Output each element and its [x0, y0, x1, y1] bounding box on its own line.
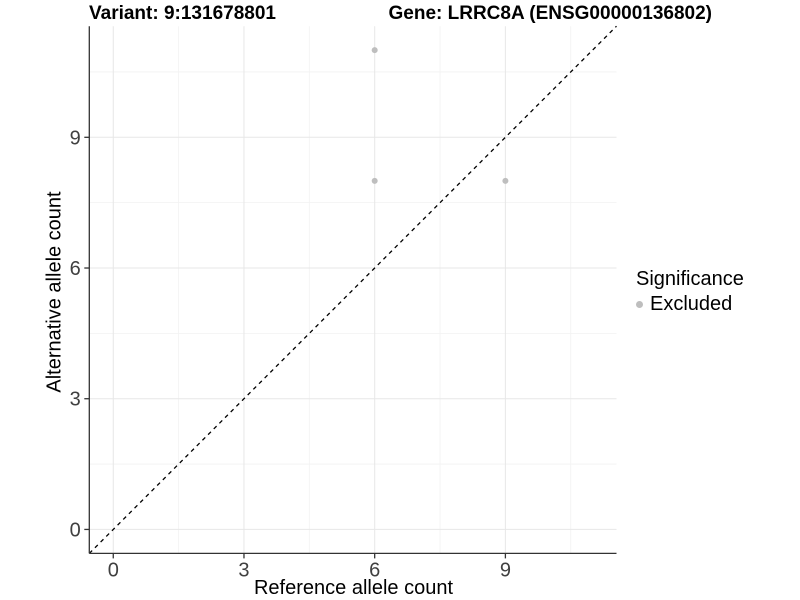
legend: Significance Excluded — [636, 268, 744, 316]
y-tick-label: 0 — [70, 519, 81, 541]
excluded-point-icon — [636, 301, 643, 308]
y-axis-title: Alternative allele count — [43, 191, 66, 393]
y-tick-label: 9 — [70, 127, 81, 149]
data-point — [502, 177, 509, 184]
y-tick-label: 6 — [70, 258, 81, 280]
legend-item-label: Excluded — [650, 293, 733, 315]
data-point — [371, 177, 378, 184]
x-tick-label: 9 — [500, 559, 511, 581]
plot-title-row: Variant: 9:131678801 Gene: LRRC8A (ENSG0… — [89, 3, 712, 25]
variant-title: Variant: 9:131678801 — [89, 3, 276, 24]
legend-title: Significance — [636, 268, 744, 290]
legend-item-excluded: Excluded — [636, 293, 744, 316]
gene-title: Gene: LRRC8A (ENSG00000136802) — [388, 3, 713, 24]
x-axis-title: Reference allele count — [253, 577, 453, 599]
x-tick-label: 0 — [108, 559, 119, 581]
x-tick-label: 6 — [369, 559, 380, 581]
identity-line — [88, 25, 617, 554]
y-tick-label: 3 — [70, 389, 81, 411]
data-point — [371, 47, 378, 54]
x-tick-label: 3 — [238, 559, 249, 581]
